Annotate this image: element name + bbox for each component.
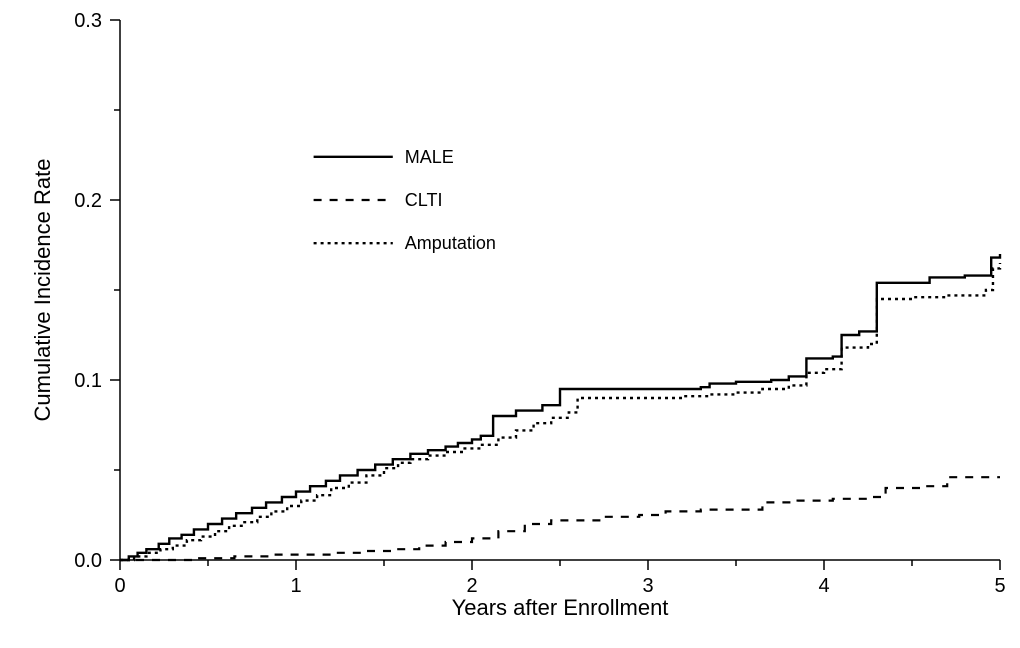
- y-tick-label: 0.1: [74, 370, 102, 392]
- x-axis-label: Years after Enrollment: [452, 595, 669, 620]
- legend-label: CLTI: [405, 190, 443, 210]
- x-tick-label: 0: [114, 575, 125, 597]
- legend-label: Amputation: [405, 233, 496, 253]
- y-tick-label: 0.2: [74, 190, 102, 212]
- y-tick-label: 0.3: [74, 10, 102, 32]
- y-tick-label: 0.0: [74, 550, 102, 572]
- x-tick-label: 1: [290, 575, 301, 597]
- chart-svg: 0 1 2 3 4 5 0.0 0.1 0.2 0.3 Years after Enrollment…: [0, 0, 1020, 648]
- x-tick-label: 2: [466, 575, 477, 597]
- legend-label: MALE: [405, 147, 454, 167]
- x-tick-label: 5: [994, 575, 1005, 597]
- y-axis-label: Cumulative Incidence Rate: [30, 159, 55, 422]
- x-tick-label: 4: [818, 575, 829, 597]
- cumulative-incidence-chart: 0 1 2 3 4 5 0.0 0.1 0.2 0.3 Years after Enrollment…: [0, 0, 1020, 648]
- x-tick-label: 3: [642, 575, 653, 597]
